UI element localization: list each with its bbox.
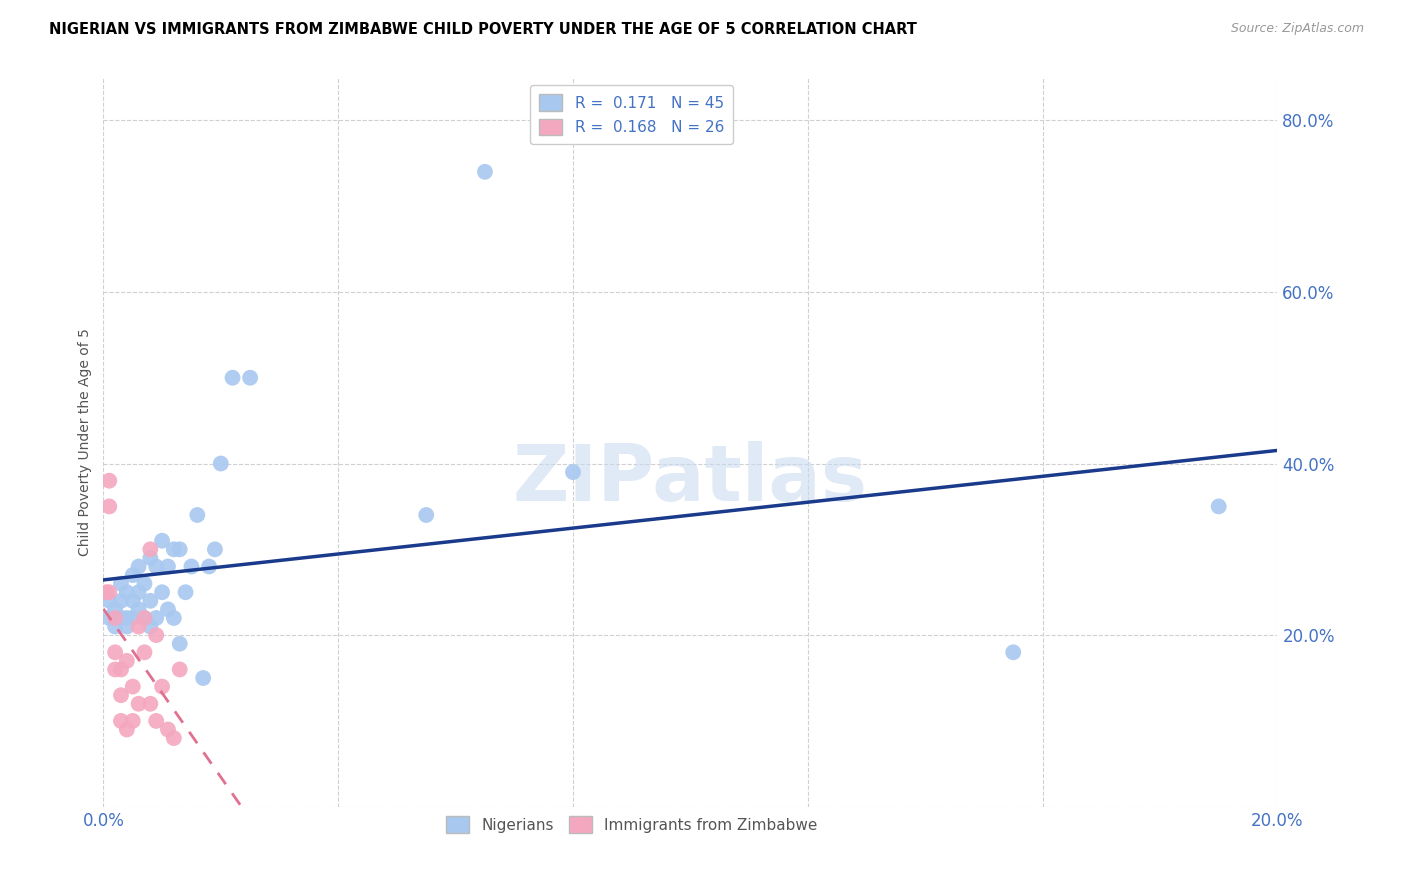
Point	[562, 465, 585, 479]
Text: NIGERIAN VS IMMIGRANTS FROM ZIMBABWE CHILD POVERTY UNDER THE AGE OF 5 CORRELATIO: NIGERIAN VS IMMIGRANTS FROM ZIMBABWE CHI…	[49, 22, 917, 37]
Point	[115, 654, 138, 668]
Point	[209, 457, 232, 471]
Point	[134, 611, 156, 625]
Point	[145, 628, 167, 642]
Point	[121, 594, 143, 608]
Text: Source: ZipAtlas.com: Source: ZipAtlas.com	[1230, 22, 1364, 36]
Point	[110, 662, 132, 676]
Point	[169, 662, 191, 676]
Point	[193, 671, 215, 685]
Point	[156, 723, 179, 737]
Point	[145, 714, 167, 728]
Point	[139, 594, 162, 608]
Point	[110, 714, 132, 728]
Point	[134, 645, 156, 659]
Point	[115, 723, 138, 737]
Point	[198, 559, 221, 574]
Point	[110, 576, 132, 591]
Point	[98, 611, 121, 625]
Point	[115, 619, 138, 633]
Point	[150, 533, 173, 548]
Point	[98, 474, 121, 488]
Point	[121, 611, 143, 625]
Point	[104, 662, 127, 676]
Point	[128, 559, 150, 574]
Point	[110, 594, 132, 608]
Point	[104, 611, 127, 625]
Point	[128, 697, 150, 711]
Point	[163, 731, 186, 745]
Point	[186, 508, 208, 522]
Point	[134, 576, 156, 591]
Point	[169, 637, 191, 651]
Point	[156, 602, 179, 616]
Point	[98, 500, 121, 514]
Point	[121, 568, 143, 582]
Point	[156, 559, 179, 574]
Text: ZIPatlas: ZIPatlas	[513, 441, 868, 516]
Legend: Nigerians, Immigrants from Zimbabwe: Nigerians, Immigrants from Zimbabwe	[440, 810, 824, 839]
Point	[139, 550, 162, 565]
Point	[180, 559, 202, 574]
Point	[98, 585, 121, 599]
Point	[98, 594, 121, 608]
Point	[174, 585, 197, 599]
Point	[204, 542, 226, 557]
Point	[163, 542, 186, 557]
Point	[121, 680, 143, 694]
Point	[1208, 500, 1230, 514]
Point	[104, 602, 127, 616]
Point	[474, 165, 496, 179]
Point	[96, 585, 118, 599]
Point	[169, 542, 191, 557]
Point	[150, 680, 173, 694]
Point	[415, 508, 437, 522]
Point	[145, 611, 167, 625]
Point	[128, 602, 150, 616]
Point	[163, 611, 186, 625]
Point	[139, 619, 162, 633]
Point	[115, 611, 138, 625]
Point	[145, 559, 167, 574]
Point	[239, 370, 262, 384]
Point	[221, 370, 243, 384]
Point	[150, 585, 173, 599]
Point	[134, 611, 156, 625]
Point	[139, 542, 162, 557]
Point	[110, 611, 132, 625]
Point	[128, 619, 150, 633]
Point	[115, 585, 138, 599]
Y-axis label: Child Poverty Under the Age of 5: Child Poverty Under the Age of 5	[79, 328, 93, 556]
Point	[128, 585, 150, 599]
Point	[139, 697, 162, 711]
Point	[104, 619, 127, 633]
Point	[1002, 645, 1025, 659]
Point	[110, 688, 132, 702]
Point	[104, 645, 127, 659]
Point	[121, 714, 143, 728]
